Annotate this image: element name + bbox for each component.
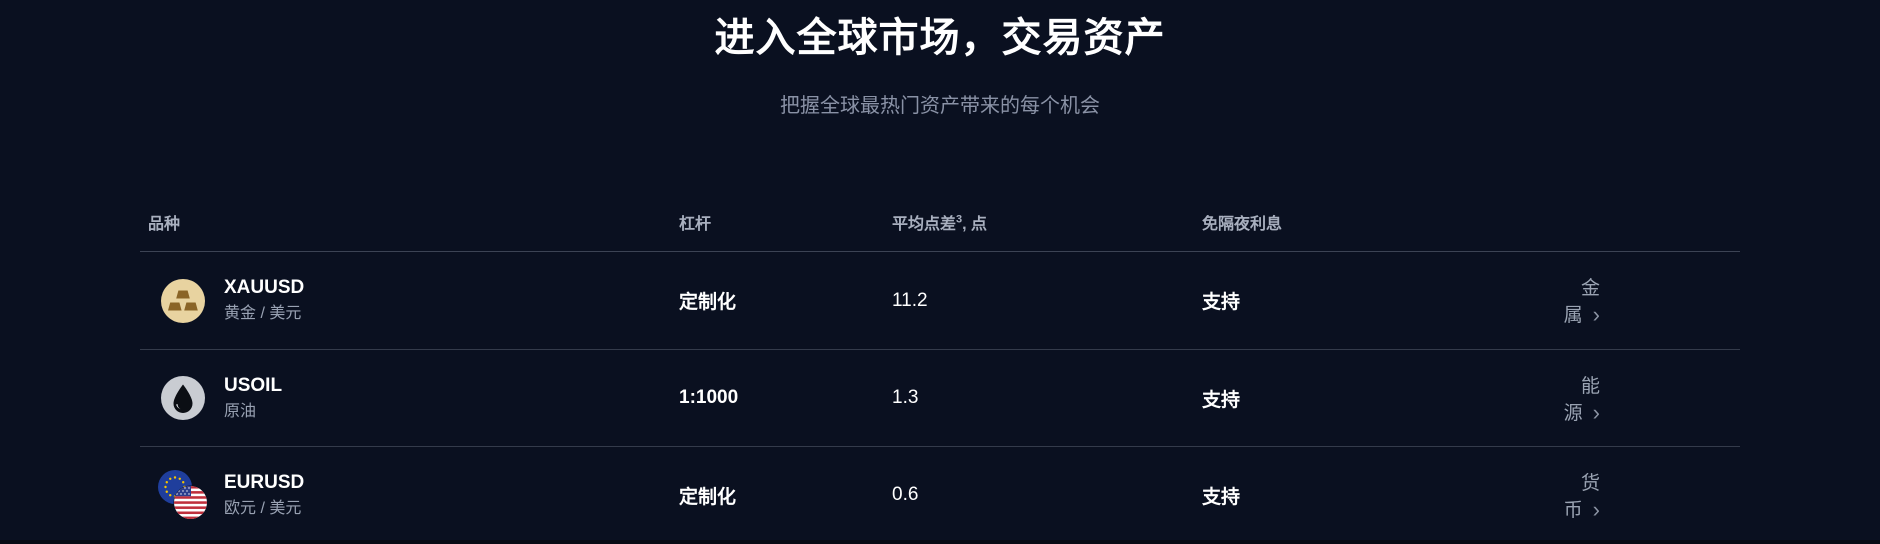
instrument-cell: XAUUSD 黄金 / 美元 xyxy=(140,276,671,326)
table-row-usoil: USOIL 原油 1:1000 1.3 支持 能源 › xyxy=(140,349,1740,446)
swap-free-value: 支持 xyxy=(1202,389,1241,411)
category-link-metals[interactable]: 金属 › xyxy=(1540,273,1740,328)
spread-header-text: 平均点差 xyxy=(892,215,957,233)
spread-header-unit: , 点 xyxy=(962,215,988,233)
spread-value: 1.3 xyxy=(892,387,919,408)
instrument-cell: EURUSD 欧元 / 美元 xyxy=(140,470,671,520)
gold-bars-icon xyxy=(158,276,208,326)
symbol-name: XAUUSD xyxy=(224,277,305,298)
spread-value: 0.6 xyxy=(892,484,919,505)
eur-usd-flags-icon xyxy=(158,470,208,520)
symbol-block: EURUSD 欧元 / 美元 xyxy=(224,471,304,520)
category-link-currency[interactable]: 货币 › xyxy=(1540,468,1740,523)
chevron-right-icon: › xyxy=(1592,496,1600,522)
symbol-block: USOIL 原油 xyxy=(224,374,282,423)
spread-value: 11.2 xyxy=(892,289,928,311)
swap-free-value: 支持 xyxy=(1202,486,1241,508)
table-row-xauusd: XAUUSD 黄金 / 美元 定制化 11.2 支持 金属 › xyxy=(140,252,1740,349)
oil-drop-icon xyxy=(158,373,208,423)
page-title: 进入全球市场，交易资产 xyxy=(714,16,1166,60)
instrument-cell: USOIL 原油 xyxy=(140,373,671,423)
chevron-right-icon: › xyxy=(1592,302,1600,327)
leverage-value: 1:1000 xyxy=(679,387,739,408)
chevron-right-icon: › xyxy=(1592,399,1600,425)
symbol-name: EURUSD xyxy=(224,471,305,493)
category-label: 金属 xyxy=(1563,278,1600,326)
swap-free-value: 支持 xyxy=(1202,292,1241,313)
page-subtitle: 把握全球最热门资产带来的每个机会 xyxy=(780,95,1100,117)
column-header-swap-free: 免隔夜利息 xyxy=(1202,215,1283,233)
category-label: 货币 xyxy=(1563,472,1600,521)
leverage-value: 定制化 xyxy=(679,292,737,313)
column-header-leverage: 杠杆 xyxy=(679,215,712,233)
symbol-block: XAUUSD 黄金 / 美元 xyxy=(224,276,304,325)
instruments-table: 品种 杠杆 平均点差3, 点 免隔夜利息 XAUUSD 黄金 xyxy=(140,192,1740,543)
symbol-name: USOIL xyxy=(224,374,283,396)
category-label: 能源 xyxy=(1563,375,1600,424)
table-row-eurusd: EURUSD 欧元 / 美元 定制化 0.6 支持 货币 › xyxy=(140,446,1740,543)
column-header-instrument: 品种 xyxy=(148,215,181,233)
section-bottom-edge xyxy=(0,540,1880,544)
column-header-spread: 平均点差3, 点 xyxy=(884,210,1194,234)
table-header-row: 品种 杠杆 平均点差3, 点 免隔夜利息 xyxy=(140,192,1740,252)
symbol-subtitle: 黄金 / 美元 xyxy=(224,305,302,322)
spread-footnote-marker: 3 xyxy=(956,213,963,226)
leverage-value: 定制化 xyxy=(679,486,737,508)
symbol-subtitle: 原油 xyxy=(224,402,257,420)
category-link-energy[interactable]: 能源 › xyxy=(1540,371,1740,426)
symbol-subtitle: 欧元 / 美元 xyxy=(224,499,302,517)
